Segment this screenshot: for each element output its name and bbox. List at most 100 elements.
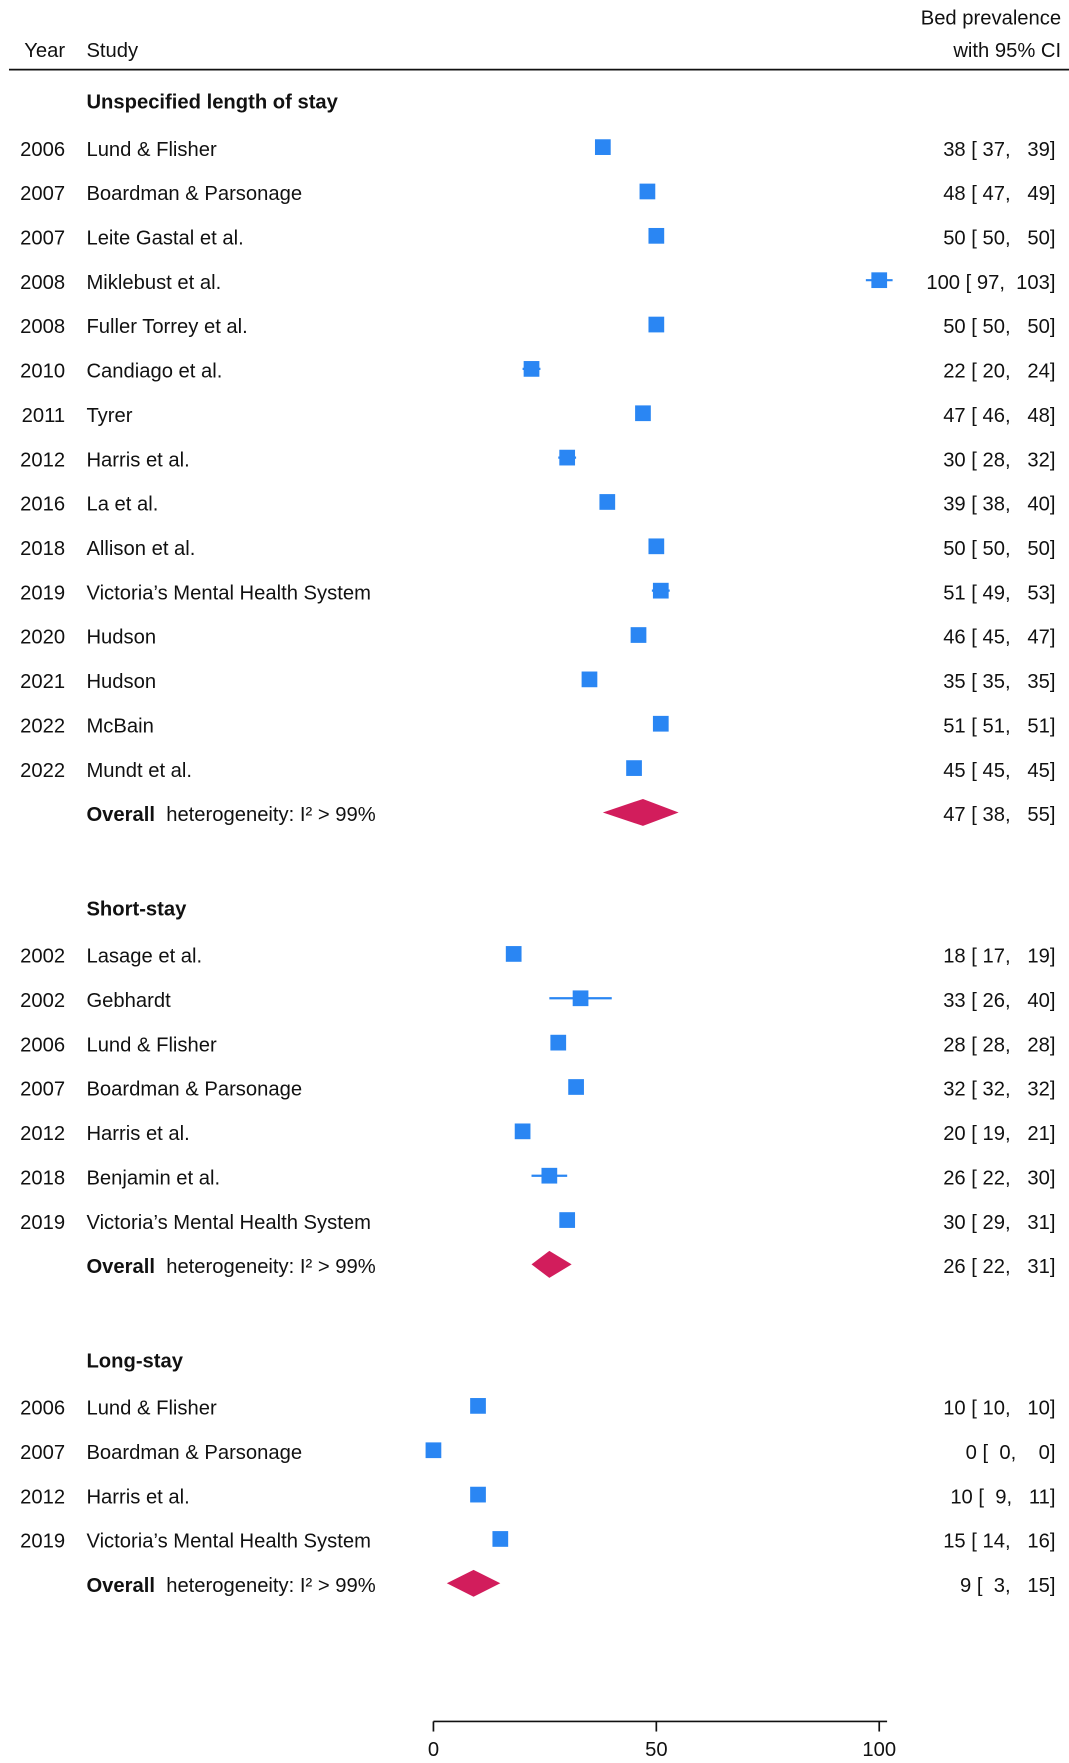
year: 2010	[20, 361, 65, 383]
year: 2007	[20, 1079, 65, 1101]
study: Lasage et al.	[86, 946, 202, 968]
overall-diamond	[531, 1250, 572, 1278]
year: 2016	[20, 494, 65, 516]
value-label: 50 [ 50, 50]	[943, 228, 1055, 250]
year: 2008	[20, 272, 65, 294]
x-tick-label: 50	[645, 1739, 667, 1761]
value-label: 9 [ 3, 15]	[960, 1575, 1055, 1597]
overall-diamond	[446, 1569, 501, 1597]
year: 2007	[20, 1442, 65, 1464]
heterogeneity: heterogeneity: I² > 99%	[166, 1575, 375, 1597]
study: Lund & Flisher	[86, 1398, 217, 1420]
estimate-marker	[514, 1123, 531, 1140]
study: Fuller Torrey et al.	[86, 316, 247, 338]
study: McBain	[86, 715, 153, 737]
year: 2018	[20, 1167, 65, 1189]
year: 2020	[20, 627, 65, 649]
year: 2012	[20, 449, 65, 471]
study: Harris et al.	[86, 449, 189, 471]
study: Harris et al.	[86, 1123, 189, 1145]
value-label: 50 [ 50, 50]	[943, 538, 1055, 560]
value-label: 22 [ 20, 24]	[943, 361, 1055, 383]
year: 2006	[20, 139, 65, 161]
estimate-marker	[871, 272, 888, 289]
study: Hudson	[86, 671, 156, 693]
year: 2021	[20, 671, 65, 693]
study: Victoria’s Mental Health System	[86, 582, 370, 604]
estimate-marker	[599, 494, 616, 510]
overall-label: Overall	[86, 1256, 155, 1278]
estimate-marker	[635, 405, 651, 422]
study: Leite Gastal et al.	[86, 228, 243, 250]
group-title: Short-stay	[86, 898, 187, 920]
year: 2019	[20, 1531, 65, 1553]
heterogeneity: heterogeneity: I² > 99%	[166, 804, 375, 826]
study: Candiago et al.	[86, 361, 222, 383]
overall-label: Overall	[86, 804, 155, 826]
estimate-marker	[492, 1531, 509, 1547]
estimate-marker	[630, 627, 647, 643]
year: 2006	[20, 1398, 65, 1420]
value-label: 51 [ 49, 53]	[943, 582, 1055, 604]
estimate-marker	[470, 1398, 486, 1414]
estimate-marker	[626, 760, 642, 776]
value-label: 48 [ 47, 49]	[943, 183, 1055, 205]
value-label: 47 [ 46, 48]	[943, 405, 1055, 427]
estimate-marker	[639, 183, 656, 200]
study: Gebhardt	[86, 990, 171, 1012]
year: 2007	[20, 183, 65, 205]
value-label: 35 [ 35, 35]	[943, 671, 1055, 693]
year: 2018	[20, 538, 65, 560]
value-label: 30 [ 28, 32]	[943, 449, 1055, 471]
estimate-marker	[425, 1442, 442, 1459]
study: Lund & Flisher	[86, 1034, 217, 1056]
study: Benjamin et al.	[86, 1167, 220, 1189]
group-title: Unspecified length of stay	[86, 92, 338, 114]
year: 2008	[20, 316, 65, 338]
estimate-marker	[550, 1034, 567, 1051]
estimate-marker	[559, 449, 576, 466]
estimate-marker	[523, 361, 540, 377]
year: 2007	[20, 228, 65, 250]
value-label: 47 [ 38, 55]	[943, 804, 1055, 826]
value-label: 26 [ 22, 30]	[943, 1167, 1055, 1189]
value-label: 100 [ 97, 103]	[926, 272, 1055, 294]
estimate-marker	[541, 1167, 558, 1184]
value-label: 10 [ 10, 10]	[943, 1398, 1055, 1420]
study: Hudson	[86, 627, 156, 649]
value-label: 0 [ 0, 0]	[966, 1442, 1056, 1464]
study: Lund & Flisher	[86, 139, 217, 161]
estimate-marker	[581, 671, 598, 688]
estimate-marker	[470, 1486, 486, 1503]
year: 2012	[20, 1123, 65, 1145]
estimate-marker	[652, 715, 669, 732]
value-label: 51 [ 51, 51]	[943, 715, 1055, 737]
value-label: 50 [ 50, 50]	[943, 316, 1055, 338]
study: Tyrer	[86, 405, 132, 427]
x-tick-label: 0	[428, 1739, 439, 1761]
value-label: 30 [ 29, 31]	[943, 1212, 1055, 1234]
estimate-marker	[572, 990, 589, 1007]
year: 2019	[20, 582, 65, 604]
value-label: 10 [ 9, 11]	[950, 1486, 1055, 1508]
year: 2022	[20, 715, 65, 737]
value-label: 28 [ 28, 28]	[943, 1034, 1055, 1056]
value-label: 20 [ 19, 21]	[943, 1123, 1055, 1145]
value-label: 46 [ 45, 47]	[943, 627, 1055, 649]
year: 2022	[20, 760, 65, 782]
study: Boardman & Parsonage	[86, 1442, 302, 1464]
header-estimate: Bed prevalence	[921, 7, 1061, 29]
value-label: 26 [ 22, 31]	[943, 1256, 1055, 1278]
year: 2011	[22, 405, 65, 427]
value-label: 33 [ 26, 40]	[943, 990, 1055, 1012]
overall-label: Overall	[86, 1575, 155, 1597]
estimate-marker	[652, 582, 669, 599]
value-label: 39 [ 38, 40]	[943, 494, 1055, 516]
heterogeneity: heterogeneity: I² > 99%	[166, 1256, 375, 1278]
year: 2002	[20, 990, 65, 1012]
estimate-marker	[568, 1079, 584, 1095]
year: 2002	[20, 946, 65, 968]
study: Mundt et al.	[86, 760, 192, 782]
